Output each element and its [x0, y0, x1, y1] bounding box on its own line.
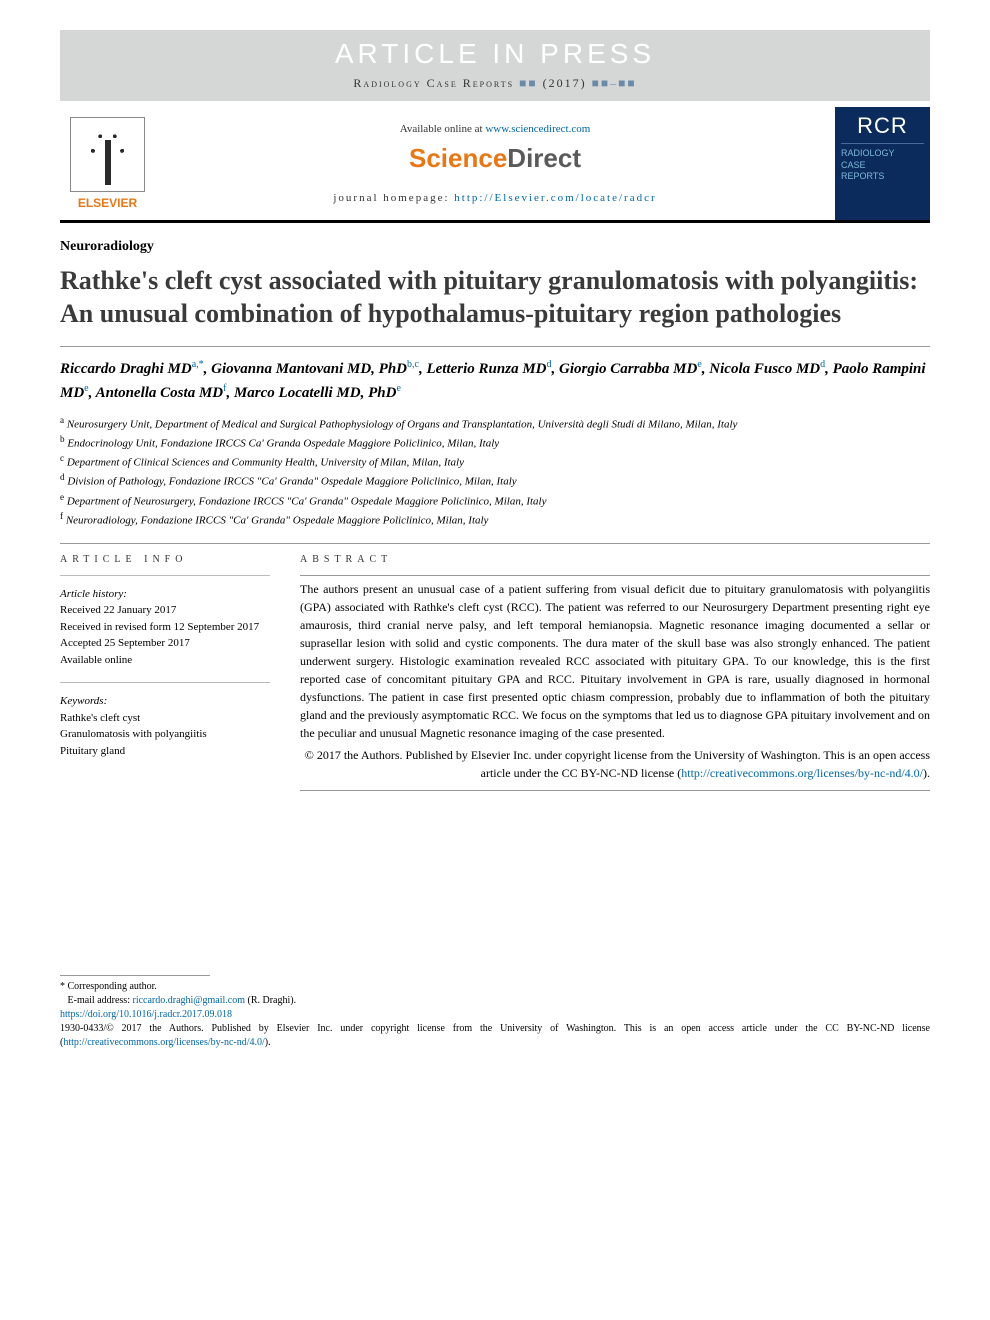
rcr-acronym: RCR: [841, 113, 924, 144]
article-page: ARTICLE IN PRESS Radiology Case Reports …: [0, 0, 990, 1090]
elsevier-label: ELSEVIER: [78, 196, 137, 210]
sciencedirect-link[interactable]: www.sciencedirect.com: [485, 123, 590, 135]
email-link[interactable]: riccardo.draghi@gmail.com: [132, 995, 245, 1006]
sd-logo-orange: Science: [409, 143, 507, 173]
citation-blocks-1: ■■: [519, 76, 538, 90]
email-suffix: (R. Draghi).: [245, 995, 296, 1006]
history-label: Article history:: [60, 586, 270, 603]
abstract-copyright-suffix: ).: [923, 766, 930, 780]
doi-link[interactable]: https://doi.org/10.1016/j.radcr.2017.09.…: [60, 1009, 232, 1020]
homepage-prefix: journal homepage:: [333, 192, 454, 204]
journal-header: ELSEVIER Available online at www.science…: [60, 107, 930, 223]
affiliation: a Neurosurgery Unit, Department of Medic…: [60, 414, 930, 433]
author: Marco Locatelli MD, PhDe: [234, 385, 401, 401]
author: Nicola Fusco MDd: [709, 361, 825, 377]
article-info-column: article info Article history: Received 2…: [60, 554, 270, 795]
footer-copyright-suffix: ).: [265, 1037, 271, 1048]
abstract-text: The authors present an unusual case of a…: [300, 580, 930, 782]
homepage-link[interactable]: http://Elsevier.com/locate/radcr: [454, 192, 656, 204]
citation-line: Radiology Case Reports ■■ (2017) ■■–■■: [60, 70, 930, 97]
press-banner: ARTICLE IN PRESS Radiology Case Reports …: [60, 30, 930, 101]
article-section: Neuroradiology: [60, 239, 930, 255]
license-link-footer[interactable]: http://creativecommons.org/licenses/by-n…: [63, 1037, 264, 1048]
keyword: Granulomatosis with polyangiitis: [60, 726, 270, 743]
available-prefix: Available online at: [400, 123, 486, 135]
info-rule-1: [60, 575, 270, 576]
corresponding-author: * Corresponding author.: [60, 980, 930, 994]
available-online: Available online at www.sciencedirect.co…: [400, 123, 591, 135]
article-info-heading: article info: [60, 554, 270, 565]
affiliation: c Department of Clinical Sciences and Co…: [60, 452, 930, 471]
elsevier-tree-icon: [70, 117, 145, 192]
history-revised: Received in revised form 12 September 20…: [60, 619, 270, 636]
abstract-heading: abstract: [300, 554, 930, 565]
footer-copyright: 1930-0433/© 2017 the Authors. Published …: [60, 1022, 930, 1050]
sd-logo-gray: Direct: [507, 143, 581, 173]
author: Antonella Costa MDf: [96, 385, 227, 401]
abstract-rule: [300, 575, 930, 576]
license-link-abstract[interactable]: http://creativecommons.org/licenses/by-n…: [681, 766, 923, 780]
keywords-list: Rathke's cleft cystGranulomatosis with p…: [60, 710, 270, 760]
citation-journal: Radiology Case Reports: [353, 76, 514, 90]
email-line: E-mail address: riccardo.draghi@gmail.co…: [60, 994, 930, 1008]
rcr-line2: CASE: [841, 160, 924, 172]
keywords-block: Keywords: Rathke's cleft cystGranulomato…: [60, 693, 270, 759]
article-history: Article history: Received 22 January 201…: [60, 586, 270, 669]
elsevier-logo[interactable]: ELSEVIER: [60, 107, 155, 220]
abstract-body: The authors present an unusual case of a…: [300, 582, 930, 740]
rule-above-authors: [60, 346, 930, 347]
rcr-line1: RADIOLOGY: [841, 148, 924, 160]
history-received: Received 22 January 2017: [60, 602, 270, 619]
author: Letterio Runza MDd: [426, 361, 551, 377]
header-center: Available online at www.sciencedirect.co…: [155, 107, 835, 220]
history-accepted: Accepted 25 September 2017: [60, 635, 270, 652]
sciencedirect-logo[interactable]: ScienceDirect: [409, 143, 581, 174]
affiliation: b Endocrinology Unit, Fondazione IRCCS C…: [60, 433, 930, 452]
keyword: Rathke's cleft cyst: [60, 710, 270, 727]
citation-year: (2017): [543, 76, 587, 90]
author: Giovanna Mantovani MD, PhDb,c: [211, 361, 419, 377]
history-online: Available online: [60, 652, 270, 669]
authors-block: Riccardo Draghi MDa,*, Giovanna Mantovan…: [60, 357, 930, 404]
abstract-column: abstract The authors present an unusual …: [300, 554, 930, 795]
info-abstract-row: article info Article history: Received 2…: [60, 554, 930, 795]
author: Giorgio Carrabba MDe: [559, 361, 702, 377]
affiliations-block: a Neurosurgery Unit, Department of Medic…: [60, 414, 930, 529]
author: Riccardo Draghi MDa,*: [60, 361, 204, 377]
email-label: E-mail address:: [68, 995, 133, 1006]
footer-separator: [60, 975, 210, 976]
footnotes: * Corresponding author. E-mail address: …: [60, 980, 930, 1050]
affiliation: f Neuroradiology, Fondazione IRCCS "Ca' …: [60, 510, 930, 529]
affiliation: e Department of Neurosurgery, Fondazione…: [60, 491, 930, 510]
journal-homepage: journal homepage: http://Elsevier.com/lo…: [333, 192, 656, 204]
rcr-line3: REPORTS: [841, 171, 924, 183]
abstract-rule-bottom: [300, 790, 930, 791]
citation-blocks-2: ■■–■■: [592, 76, 637, 90]
keywords-label: Keywords:: [60, 693, 270, 710]
rule-below-affiliations: [60, 543, 930, 544]
affiliation: d Division of Pathology, Fondazione IRCC…: [60, 471, 930, 490]
press-text: ARTICLE IN PRESS: [60, 38, 930, 70]
article-title: Rathke's cleft cyst associated with pitu…: [60, 265, 930, 330]
keyword: Pituitary gland: [60, 743, 270, 760]
info-rule-2: [60, 682, 270, 683]
rcr-journal-logo[interactable]: RCR RADIOLOGY CASE REPORTS: [835, 107, 930, 220]
abstract-copyright: © 2017 the Authors. Published by Elsevie…: [300, 746, 930, 782]
